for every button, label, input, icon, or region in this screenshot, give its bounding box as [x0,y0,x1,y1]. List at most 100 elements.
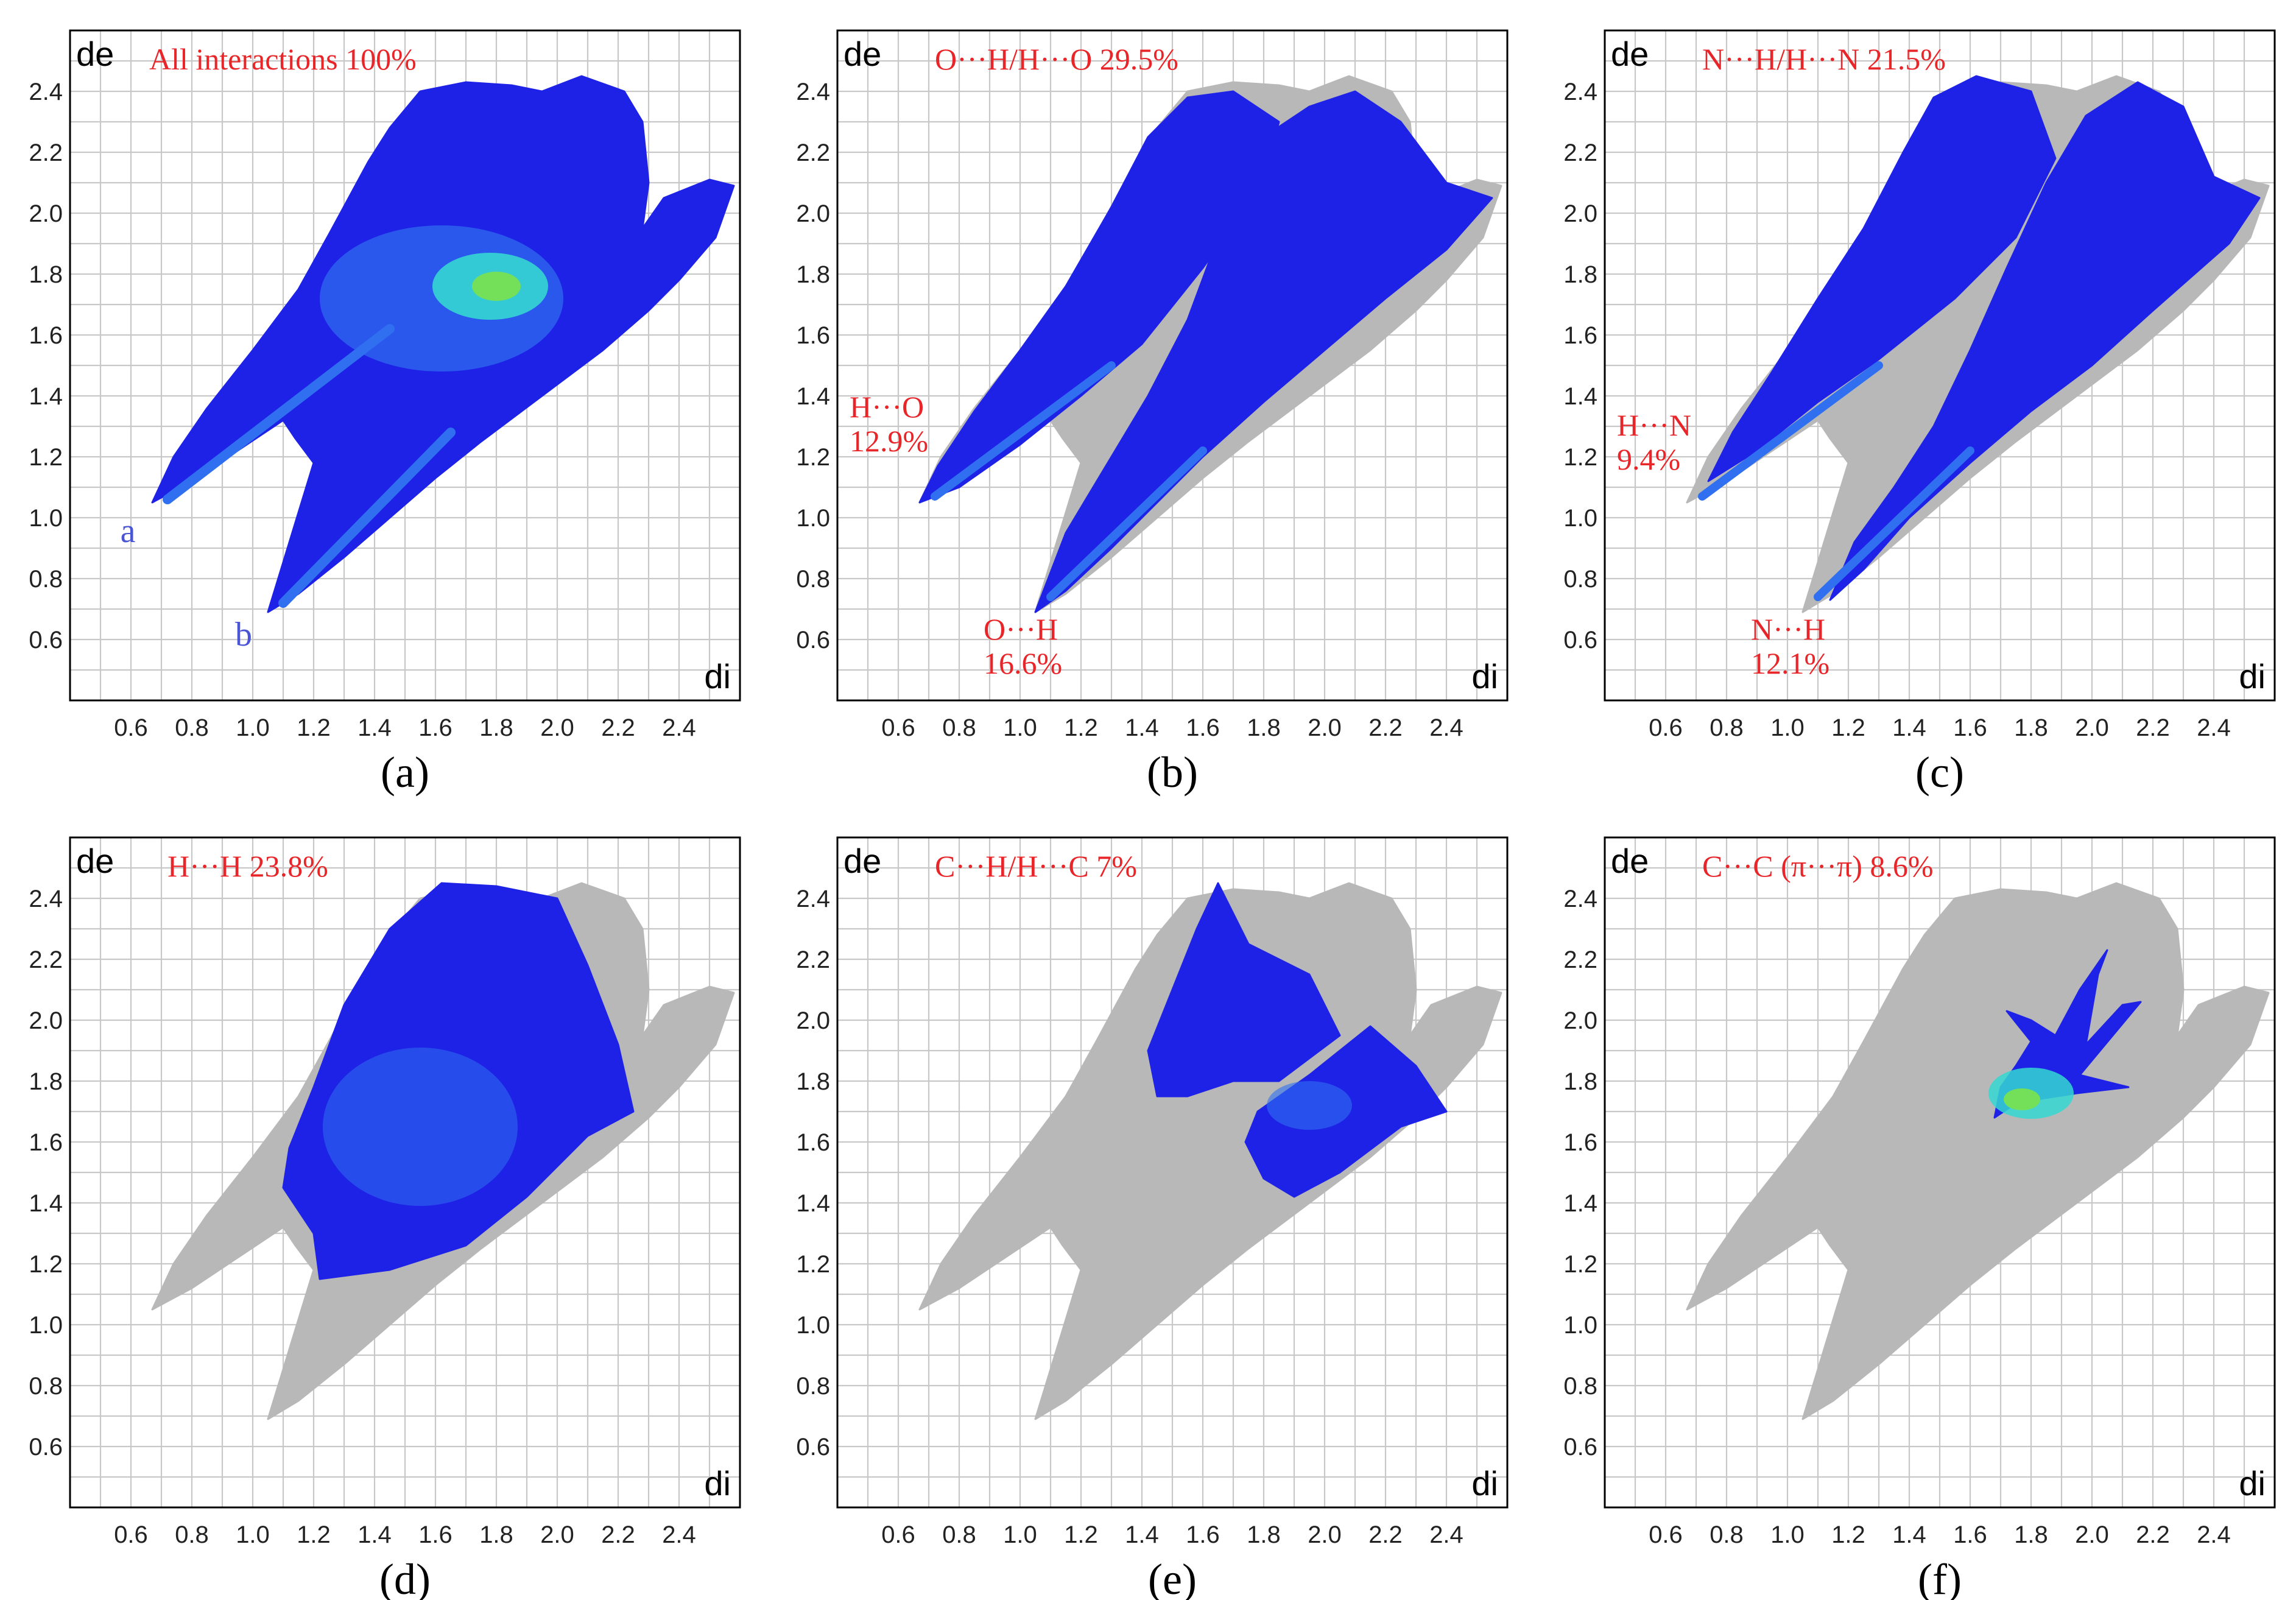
x-tick-label: 1.0 [236,714,270,741]
x-axis-label: di [1471,657,1498,696]
x-tick-label: 2.2 [601,714,635,741]
y-tick-label: 1.2 [29,444,63,471]
y-tick-label: 2.4 [29,886,63,912]
y-axis-label: de [843,842,881,880]
y-tick-label: 2.0 [796,200,830,227]
y-tick-label: 1.8 [796,1068,830,1095]
x-tick-label: 2.4 [662,714,696,741]
contact-title: O···H/H···O 29.5% [935,42,1178,76]
spike-density-upper [931,361,1116,501]
x-tick-label: 1.6 [1953,1521,1987,1548]
contact-annotation: 12.1% [1751,646,1829,680]
plot-frame [836,29,1509,702]
contact-annotation: 16.6% [984,646,1062,680]
x-tick-label: 2.0 [1308,714,1342,741]
x-tick-label: 2.0 [540,1521,574,1548]
y-tick-label: 2.4 [29,79,63,105]
panel-caption: (a) [381,748,429,797]
y-axis-label: de [1611,842,1649,880]
x-tick-label: 1.8 [1247,714,1281,741]
x-tick-label: 0.8 [1710,714,1744,741]
fingerprint-regions [918,75,1502,613]
contact-annotation: N···H [1751,612,1825,646]
x-tick-label: 2.2 [601,1521,635,1548]
x-tick-label: 1.4 [1892,714,1926,741]
x-tick-label: 0.6 [881,714,915,741]
y-tick-label: 1.8 [1563,261,1597,288]
x-tick-label: 0.8 [1710,1521,1744,1548]
y-tick-label: 1.4 [1563,383,1597,410]
density-halo [323,1048,518,1206]
x-axis-label: di [704,1464,731,1503]
fingerprint-panel-c: 0.6 0.8 1.0 1.2 1.4 1.6 1.8 2.0 2.2 2.4 0.6 0.8 1.0 1… [1563,29,2276,797]
y-tick-label: 0.8 [796,566,830,593]
x-tick-label: 1.6 [1953,714,1987,741]
y-tick-label: 1.6 [1563,322,1597,349]
y-tick-label: 1.0 [1563,505,1597,532]
x-tick-label: 1.8 [2014,1521,2048,1548]
x-tick-label: 0.6 [1649,1521,1683,1548]
plot-frame [836,836,1509,1509]
x-tick-label: 1.4 [357,1521,392,1548]
x-tick-label: 1.2 [1064,714,1098,741]
y-tick-label: 0.8 [29,566,63,593]
y-tick-label: 1.2 [1563,444,1597,471]
x-tick-label: 2.0 [1308,1521,1342,1548]
x-tick-label: 1.2 [1831,714,1865,741]
spike-density-lower [1046,446,1207,601]
plot-frame [69,836,741,1509]
x-tick-label: 1.8 [2014,714,2048,741]
x-tick-label: 1.6 [1186,714,1220,741]
x-tick-label: 1.0 [1003,1521,1037,1548]
x-tick-label: 1.2 [297,714,331,741]
y-tick-label: 1.0 [1563,1312,1597,1339]
x-axis-label: di [2239,1464,2266,1503]
spike-density-upper [1698,361,1883,501]
x-tick-label: 1.6 [418,1521,453,1548]
contact-title: All interactions 100% [149,42,417,76]
spike-density-b [278,428,456,608]
y-tick-label: 1.8 [1563,1068,1597,1095]
x-tick-label: 0.8 [175,714,209,741]
peak-label: a [121,512,136,550]
x-tick-label: 1.2 [297,1521,331,1548]
x-tick-label: 2.0 [540,714,574,741]
x-axis-label: di [2239,657,2266,696]
density-peak [2004,1088,2040,1110]
panel-caption: (f) [1918,1555,1962,1600]
x-tick-label: 1.8 [1247,1521,1281,1548]
y-tick-label: 2.2 [1563,946,1597,973]
y-tick-label: 2.4 [1563,79,1597,105]
x-tick-label: 1.4 [357,714,392,741]
y-tick-label: 1.2 [796,444,830,471]
x-tick-label: 1.0 [1003,714,1037,741]
contact-title: N···H/H···N 21.5% [1702,42,1946,76]
y-tick-label: 1.4 [796,383,830,410]
spike-density-a [163,324,395,504]
y-tick-label: 1.0 [29,1312,63,1339]
x-axis-label: di [704,657,731,696]
fingerprint-regions [1686,882,2270,1420]
y-tick-label: 1.6 [29,1129,63,1156]
contact-annotation: 9.4% [1617,442,1680,476]
contact-title: C···C (π···π) 8.6% [1702,849,1934,883]
plot-frame [1604,29,2276,702]
y-tick-label: 0.8 [1563,1373,1597,1400]
y-tick-label: 2.4 [1563,886,1597,912]
contact-annotation: H···O [850,390,924,424]
x-axis-label: di [1471,1464,1498,1503]
x-tick-label: 1.0 [1770,714,1805,741]
y-tick-label: 1.4 [1563,1190,1597,1217]
y-tick-label: 1.6 [796,1129,830,1156]
x-tick-label: 1.2 [1831,1521,1865,1548]
x-tick-label: 1.4 [1125,714,1159,741]
contact-title: H···H 23.8% [167,849,328,883]
y-tick-label: 2.0 [1563,200,1597,227]
x-tick-label: 1.0 [236,1521,270,1548]
y-tick-label: 1.8 [29,1068,63,1095]
y-tick-label: 2.2 [29,946,63,973]
plot-frame [69,29,741,702]
x-tick-label: 1.8 [479,1521,513,1548]
contact-title: C···H/H···C 7% [935,849,1137,883]
x-tick-label: 2.4 [1429,1521,1463,1548]
